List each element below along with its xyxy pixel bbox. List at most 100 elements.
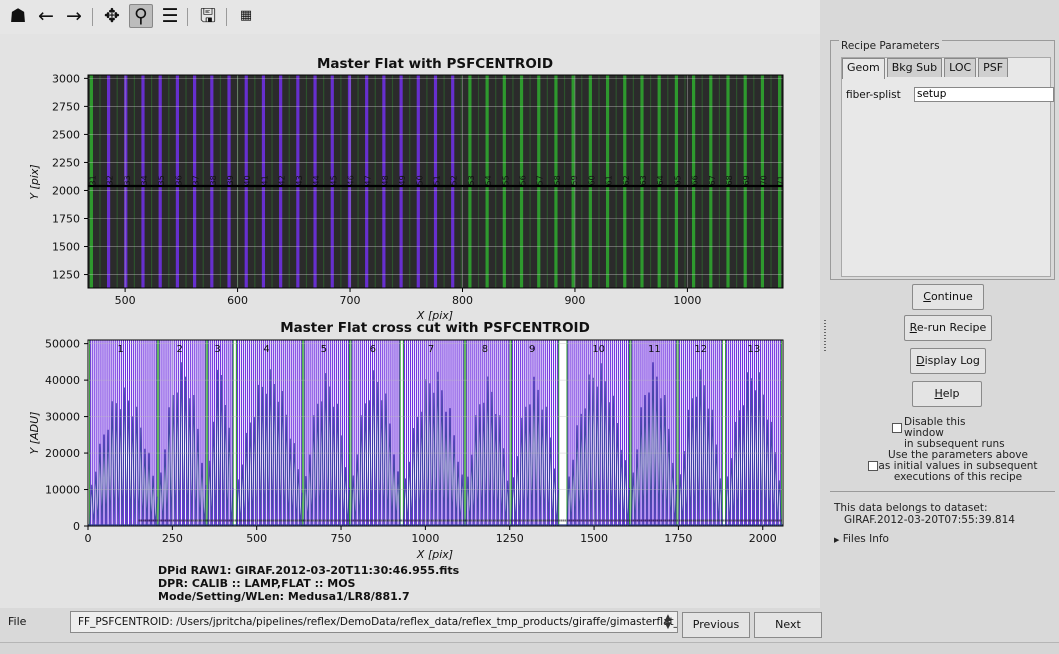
fiber-column-faint bbox=[99, 75, 101, 288]
dataset-caption: This data belongs to dataset: bbox=[834, 502, 988, 514]
fiber-column bbox=[674, 75, 678, 288]
fiber-column-faint bbox=[718, 75, 721, 288]
flux-trace bbox=[303, 373, 350, 525]
fiber-label: 55 bbox=[501, 175, 510, 185]
display-log-button[interactable]: Display Log bbox=[910, 348, 986, 374]
fiber-column-faint bbox=[495, 75, 497, 288]
rerun-recipe-button[interactable]: Re-run Recipe bbox=[904, 315, 992, 341]
arrow-right-icon: → bbox=[66, 5, 82, 27]
tab-geom[interactable]: Geom bbox=[842, 58, 885, 79]
x-tick-label: 1000 bbox=[673, 294, 701, 307]
fiber-label: 32 bbox=[106, 175, 115, 185]
disable-window-checkbox[interactable] bbox=[892, 423, 902, 433]
fiber-column bbox=[502, 75, 506, 288]
x-tick-label: 1750 bbox=[664, 532, 692, 545]
fiber-splist-input[interactable] bbox=[914, 87, 1054, 102]
edit-axis-button[interactable]: ▦ bbox=[234, 4, 258, 28]
fiber-column bbox=[640, 75, 644, 288]
fiber-column-faint bbox=[598, 75, 600, 288]
y-tick-label: 20000 bbox=[45, 447, 80, 460]
files-info-label: Files Info bbox=[842, 533, 889, 545]
forward-button[interactable]: → bbox=[62, 4, 86, 28]
flux-trace bbox=[566, 363, 630, 525]
fiber-column bbox=[347, 75, 352, 288]
axes-frame bbox=[87, 339, 784, 527]
back-button[interactable]: ← bbox=[34, 4, 58, 28]
group-label: 13 bbox=[747, 344, 760, 355]
use-parameters-checkbox[interactable] bbox=[868, 461, 878, 471]
x-tick-label: 1250 bbox=[496, 532, 524, 545]
fiber-column bbox=[554, 75, 558, 288]
fiber-column bbox=[313, 75, 317, 288]
fiber-column bbox=[623, 75, 627, 288]
floppy-disk-icon: 🖫 bbox=[199, 5, 217, 27]
files-info-toggle[interactable]: ▶ Files Info bbox=[834, 533, 889, 546]
recipe-parameters-title: Recipe Parameters bbox=[839, 40, 942, 52]
fiber-column-faint bbox=[271, 75, 273, 288]
fiber-label: 54 bbox=[484, 175, 493, 185]
continue-workflow-button[interactable]: Continue Wkf bbox=[912, 284, 984, 327]
previous-button[interactable]: Previous bbox=[682, 612, 750, 638]
divider bbox=[830, 491, 1055, 492]
tab-bkg-sub[interactable]: Bkg Sub bbox=[886, 58, 943, 77]
fiber-column-faint bbox=[529, 75, 531, 288]
tab-psf[interactable]: PSF bbox=[978, 58, 1009, 77]
pane-splitter[interactable] bbox=[824, 320, 826, 352]
fiber-label: 33 bbox=[123, 175, 132, 185]
fiber-column-faint bbox=[150, 75, 153, 288]
fiber-column bbox=[485, 75, 489, 288]
bottom-y-axis-label: Y [ADU] bbox=[28, 412, 41, 455]
fiber-splist-label: fiber-splist bbox=[846, 89, 901, 101]
next-button[interactable]: Next bbox=[754, 612, 822, 638]
help-button[interactable]: Help bbox=[912, 381, 982, 407]
parameter-tabs: Geom Bkg Sub LOC PSF bbox=[842, 58, 1010, 79]
group-label: 5 bbox=[321, 344, 327, 355]
save-figure-button[interactable]: 🖫 bbox=[196, 4, 220, 28]
zoom-button[interactable]: ⚲ bbox=[129, 4, 153, 28]
y-tick-label: 10000 bbox=[45, 484, 80, 497]
x-tick-label: 500 bbox=[115, 294, 136, 307]
y-tick-label: 2250 bbox=[52, 156, 80, 169]
fiber-column-faint bbox=[736, 75, 738, 288]
fiber-label: 51 bbox=[433, 175, 442, 185]
y-tick-label: 2500 bbox=[52, 128, 80, 141]
configure-subplots-button[interactable]: ☰ bbox=[158, 4, 182, 28]
fiber-column-faint bbox=[305, 75, 308, 288]
pan-button[interactable]: ✥ bbox=[100, 4, 124, 28]
sliders-icon: ☰ bbox=[161, 5, 179, 27]
x-tick-label: 800 bbox=[452, 294, 473, 307]
use-parameters-label: Use the parameters above as initial valu… bbox=[878, 449, 1038, 483]
fiber-column-faint bbox=[357, 75, 359, 288]
fiber-label: 65 bbox=[673, 175, 682, 185]
right-panel: Recipe Parameters Geom Bkg Sub LOC PSF f… bbox=[826, 34, 1059, 642]
fiber-label: 61 bbox=[605, 175, 614, 185]
fiber-label: 56 bbox=[519, 175, 528, 185]
fiber-column-faint bbox=[133, 75, 135, 288]
fiber-label: 66 bbox=[691, 175, 700, 185]
fiber-column-faint bbox=[219, 75, 222, 288]
fiber-column bbox=[691, 75, 696, 288]
group-label: 2 bbox=[176, 344, 182, 355]
disable-window-label: Disable this window in subsequent runs bbox=[904, 416, 1005, 450]
figure-canvas[interactable]: Master Flat with PSFCENTROID 31 32 33 34 35 3… bbox=[0, 34, 820, 608]
fiber-column bbox=[210, 75, 214, 288]
magnifier-icon: ⚲ bbox=[134, 5, 148, 27]
file-select[interactable]: FF_PSFCENTROID: /Users/jpritcha/pipeline… bbox=[70, 611, 678, 633]
fiber-column-faint bbox=[374, 75, 376, 288]
toolbar-separator bbox=[187, 8, 188, 26]
fiber-column bbox=[588, 75, 592, 288]
home-button[interactable]: ☗ bbox=[6, 4, 30, 28]
y-tick-label: 3000 bbox=[52, 72, 80, 85]
fiber-label: 64 bbox=[656, 175, 665, 185]
fiber-label: 63 bbox=[639, 175, 648, 185]
toolbar-separator bbox=[226, 8, 227, 26]
tab-loc[interactable]: LOC bbox=[944, 58, 977, 77]
home-icon: ☗ bbox=[9, 5, 27, 27]
group-label: 10 bbox=[592, 344, 605, 355]
fiber-label: 46 bbox=[346, 175, 355, 185]
fiber-label: 48 bbox=[381, 175, 390, 185]
top-chart-title: Master Flat with PSFCENTROID bbox=[317, 56, 553, 72]
fiber-column-faint bbox=[202, 75, 204, 288]
fiber-label: 34 bbox=[140, 175, 149, 185]
fiber-label: 57 bbox=[536, 175, 545, 185]
